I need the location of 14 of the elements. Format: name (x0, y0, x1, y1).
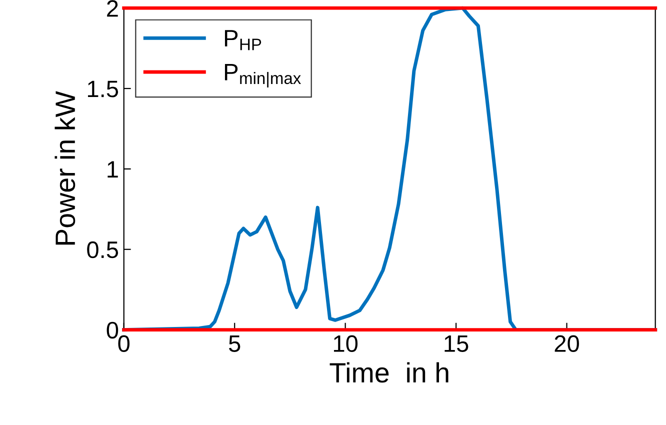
y-axis-title: Power in kW (54, 91, 76, 245)
y-tick-label: 0 (106, 322, 118, 339)
legend-label: P$_{HP}$ (224, 30, 262, 50)
x-axis-title: Time in h (330, 362, 448, 383)
y-tick-label: 0.5 (87, 241, 118, 258)
y-tick-label: 1 (108, 161, 118, 178)
x-tick-label: 10 (334, 335, 358, 352)
y-tick-label: 2 (107, 0, 118, 17)
x-tick-label: 5 (228, 336, 240, 352)
y-tick-label: 1.5 (88, 80, 118, 98)
x-tick-label: 15 (444, 336, 468, 352)
legend-label: P$_{min|max}$ (224, 64, 301, 88)
x-tick-label: 0 (118, 335, 130, 352)
x-tick-label: 20 (554, 335, 579, 352)
